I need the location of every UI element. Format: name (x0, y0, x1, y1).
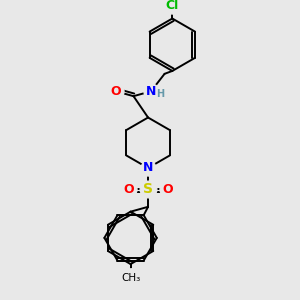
Text: CH₃: CH₃ (121, 273, 140, 283)
Text: H: H (156, 89, 164, 99)
Text: S: S (143, 182, 153, 196)
Text: O: O (162, 183, 173, 196)
Text: N: N (143, 161, 153, 175)
Text: O: O (111, 85, 121, 98)
Text: N: N (146, 85, 156, 98)
Text: Cl: Cl (166, 0, 179, 12)
Text: O: O (123, 183, 134, 196)
